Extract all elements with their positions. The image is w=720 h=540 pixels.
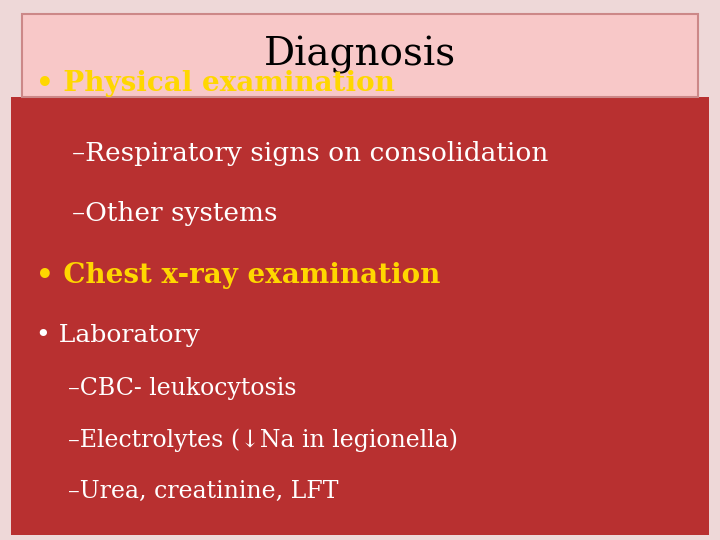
Text: –CBC- leukocytosis: –CBC- leukocytosis [68,377,297,400]
Text: –Urea, creatinine, LFT: –Urea, creatinine, LFT [68,480,339,503]
Text: Diagnosis: Diagnosis [264,36,456,75]
Text: • Chest x-ray examination: • Chest x-ray examination [36,262,441,289]
Text: –Respiratory signs on consolidation: –Respiratory signs on consolidation [72,141,549,166]
Text: • Laboratory: • Laboratory [36,325,199,347]
Text: • Physical examination: • Physical examination [36,70,395,97]
Text: –Electrolytes (↓Na in legionella): –Electrolytes (↓Na in legionella) [68,428,459,452]
FancyBboxPatch shape [22,14,698,97]
Bar [11,97,709,535]
Text: –Other systems: –Other systems [72,201,277,226]
